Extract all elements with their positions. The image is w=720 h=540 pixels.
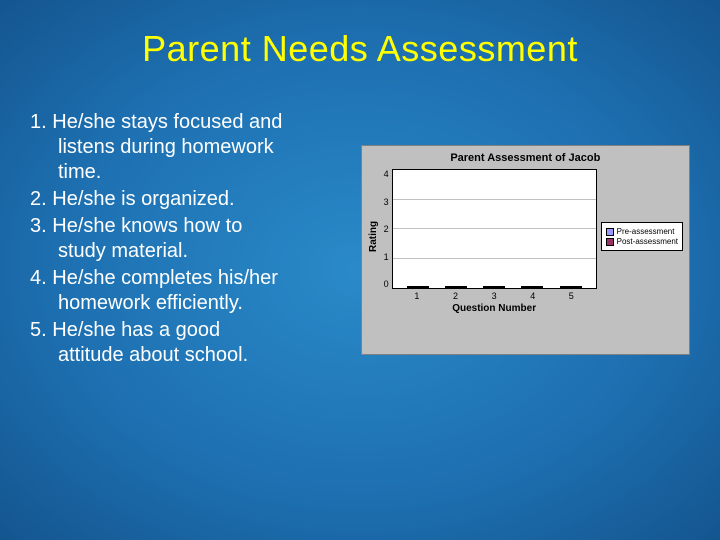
- chart-body: Rating 43210 12345 Question Number Pre-a…: [368, 169, 683, 304]
- item-number: 1.: [30, 110, 47, 135]
- xtick: 5: [552, 291, 591, 301]
- list-item: 1. He/she stays focused andlistens durin…: [30, 110, 351, 185]
- item-text: He/she stays focused and: [52, 111, 282, 133]
- xtick: 2: [436, 291, 475, 301]
- item-text-line: study material.: [30, 239, 351, 264]
- bar: [494, 286, 505, 288]
- bar: [445, 286, 456, 288]
- chart-ylabel: Rating: [368, 169, 382, 304]
- item-number: 2.: [30, 187, 47, 212]
- bar: [571, 286, 582, 288]
- chart-title: Parent Assessment of Jacob: [368, 152, 683, 164]
- xtick: 4: [513, 291, 552, 301]
- item-text-line: attitude about school.: [30, 343, 351, 368]
- chart-bars: [393, 170, 596, 288]
- chart-xaxis: 12345: [392, 289, 597, 301]
- list-item: 2. He/she is organized.: [30, 187, 351, 212]
- xtick: 3: [475, 291, 514, 301]
- item-text-line: homework efficiently.: [30, 291, 351, 316]
- item-number: 4.: [30, 266, 47, 291]
- list-item: 5. He/she has a goodattitude about schoo…: [30, 318, 351, 368]
- item-text: He/she completes his/her: [52, 267, 278, 289]
- bar: [521, 286, 532, 288]
- item-text-line: listens during homework: [30, 135, 351, 160]
- chart-xlabel: Question Number: [392, 303, 597, 314]
- ytick: 1: [384, 252, 389, 262]
- chart-plot: [392, 169, 597, 289]
- legend-label: Post-assessment: [617, 237, 678, 246]
- bar-group: [437, 286, 475, 288]
- legend-label: Pre-assessment: [617, 227, 675, 236]
- legend-row: Post-assessment: [606, 237, 678, 246]
- content-row: 1. He/she stays focused andlistens durin…: [0, 70, 720, 370]
- item-text-line: time.: [30, 160, 351, 185]
- item-text: He/she has a good: [52, 319, 220, 341]
- page-title: Parent Needs Assessment: [0, 0, 720, 70]
- item-text: He/she is organized.: [52, 188, 234, 210]
- plot-column: 12345 Question Number: [392, 169, 597, 304]
- item-text: He/she knows how to: [52, 215, 242, 237]
- ytick: 3: [384, 197, 389, 207]
- bar: [532, 286, 543, 288]
- bar: [456, 286, 467, 288]
- bar: [560, 286, 571, 288]
- bar: [483, 286, 494, 288]
- chart-container: Parent Assessment of Jacob Rating 43210 …: [361, 145, 690, 355]
- bar-group: [475, 286, 513, 288]
- ytick: 0: [384, 279, 389, 289]
- ytick: 2: [384, 224, 389, 234]
- legend-swatch: [606, 228, 614, 236]
- legend-swatch: [606, 238, 614, 246]
- list-item: 3. He/she knows how tostudy material.: [30, 214, 351, 264]
- item-number: 3.: [30, 214, 47, 239]
- bar: [418, 286, 429, 288]
- xtick: 1: [398, 291, 437, 301]
- ytick: 4: [384, 169, 389, 179]
- item-number: 5.: [30, 318, 47, 343]
- chart-legend: Pre-assessmentPost-assessment: [601, 222, 683, 251]
- chart-yaxis: 4 3 2 1 0: [382, 169, 392, 289]
- bar-group: [551, 286, 589, 288]
- bar-group: [399, 286, 437, 288]
- bar-group: [513, 286, 551, 288]
- legend-row: Pre-assessment: [606, 227, 678, 236]
- list-item: 4. He/she completes his/herhomework effi…: [30, 266, 351, 316]
- assessment-list: 1. He/she stays focused andlistens durin…: [30, 110, 351, 370]
- bar: [407, 286, 418, 288]
